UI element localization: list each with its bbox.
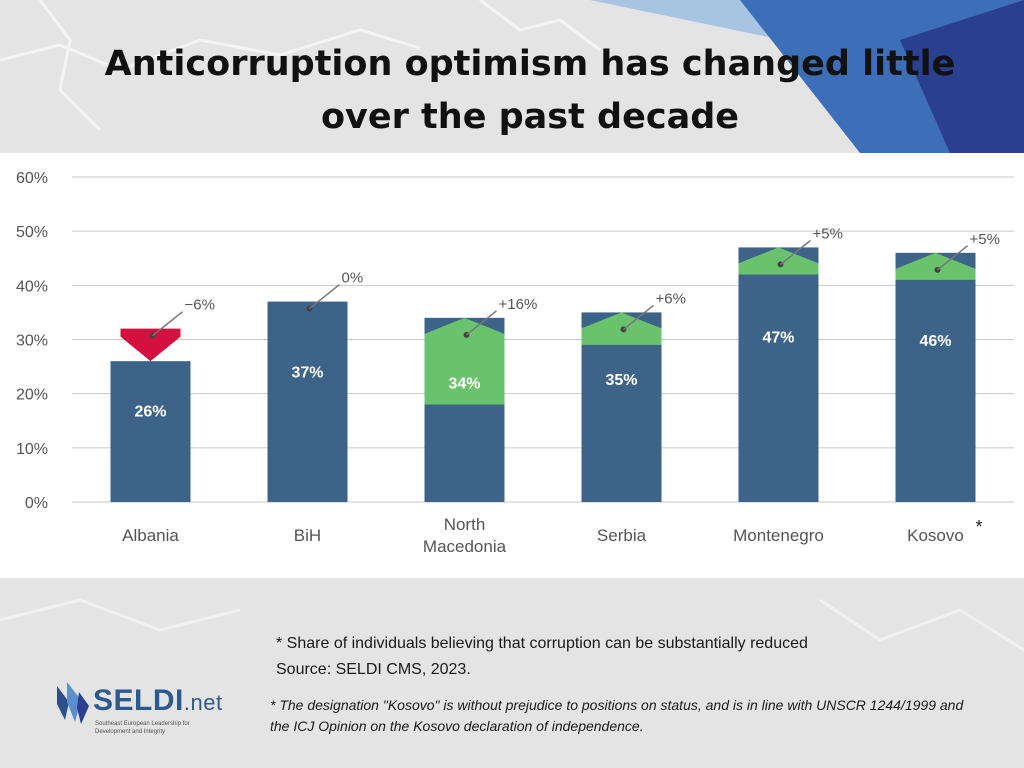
change-label: 0% bbox=[342, 270, 364, 287]
value-label: 37% bbox=[291, 365, 323, 382]
x-tick-label: Serbia bbox=[597, 526, 647, 545]
logo-name: SELDI bbox=[93, 684, 184, 717]
y-tick-label: 20% bbox=[16, 387, 48, 404]
definition-note: * Share of individuals believing that co… bbox=[276, 635, 808, 652]
change-leader bbox=[152, 311, 183, 337]
change-leader bbox=[466, 310, 497, 336]
logo-wordmark: SELDI.net bbox=[93, 684, 223, 718]
chart-notes: * Share of individuals believing that co… bbox=[276, 631, 808, 683]
decrease-segment bbox=[120, 328, 181, 362]
change-label: +6% bbox=[656, 290, 686, 307]
increase-segment bbox=[738, 247, 819, 275]
change-leader bbox=[780, 239, 811, 266]
kosovo-disclaimer: * The designation "Kosovo" is without pr… bbox=[270, 697, 964, 734]
change-leader bbox=[937, 245, 968, 271]
bar bbox=[267, 301, 348, 502]
bar-chart: 0% 10% 20% 30% 40% 50% 60% 26% −6% Albania 37% 0% Bi… bbox=[16, 170, 1014, 556]
chart-panel: 0% 10% 20% 30% 40% 50% 60% 26% −6% Albania 37% 0% Bi… bbox=[0, 153, 1024, 578]
x-tick-label: Macedonia bbox=[423, 537, 507, 556]
logo-tagline: Southeast European Leadership for Develo… bbox=[95, 721, 190, 735]
change-label: +16% bbox=[499, 296, 538, 313]
category-marker: * bbox=[976, 517, 983, 537]
change-leader bbox=[623, 304, 654, 331]
seldi-logo-icon bbox=[57, 682, 89, 724]
value-label: 35% bbox=[605, 372, 637, 389]
y-tick-label: 30% bbox=[16, 333, 48, 350]
y-tick-label: 50% bbox=[16, 224, 48, 241]
title-line-2: over the past decade bbox=[321, 97, 739, 137]
change-label: +5% bbox=[970, 231, 1000, 248]
x-tick-label: North bbox=[444, 515, 486, 534]
x-tick-label: Montenegro bbox=[733, 526, 824, 545]
increase-segment bbox=[424, 317, 505, 405]
value-label: 46% bbox=[919, 333, 951, 350]
value-label: 34% bbox=[448, 375, 480, 392]
bar bbox=[895, 252, 976, 502]
x-tick-label: BiH bbox=[294, 526, 321, 545]
seldi-logo: SELDI.net Southeast European Leadership … bbox=[55, 680, 255, 740]
bar bbox=[738, 247, 819, 502]
y-tick-label: 10% bbox=[16, 441, 48, 458]
value-label: 47% bbox=[762, 330, 794, 347]
change-label: +5% bbox=[813, 225, 843, 242]
change-label: −6% bbox=[185, 297, 215, 314]
y-tick-label: 0% bbox=[25, 495, 48, 512]
source-note: Source: SELDI CMS, 2023. bbox=[276, 661, 471, 678]
logo-suffix: .net bbox=[183, 690, 223, 715]
increase-segment bbox=[895, 252, 976, 280]
value-label: 26% bbox=[134, 403, 166, 420]
title-line-1: Anticorruption optimism has changed litt… bbox=[104, 44, 956, 84]
y-tick-label: 60% bbox=[16, 170, 48, 187]
x-tick-label: Kosovo bbox=[907, 526, 964, 545]
slide-title: Anticorruption optimism has changed litt… bbox=[100, 38, 960, 144]
bar bbox=[110, 361, 191, 502]
change-leader bbox=[309, 283, 340, 310]
y-tick-label: 40% bbox=[16, 278, 48, 295]
x-tick-label: Albania bbox=[122, 526, 179, 545]
